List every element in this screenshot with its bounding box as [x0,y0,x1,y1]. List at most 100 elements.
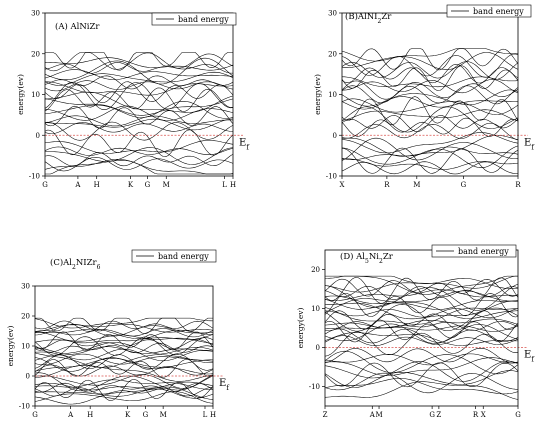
x-tick-label: G [515,411,521,419]
legend-label: band energy [158,252,209,261]
y-axis-label: energy(ev) [6,325,15,366]
y-tick-label: 10 [31,91,40,99]
y-tick-label: 10 [328,91,337,99]
y-tick-label: 20 [328,50,337,58]
band-line [34,365,214,382]
band-line [324,353,519,366]
band-line [44,98,234,116]
legend: band energy [431,244,517,258]
panel-title: (A) AlNiZr [55,21,100,32]
band-line [34,324,214,333]
panel-title: (B)AlNI2Zr [345,11,392,25]
band-line [324,325,519,332]
legend-box [431,244,517,258]
x-tick-label: K [128,181,134,189]
x-tick-label: Z [436,411,441,419]
band-line [341,89,519,107]
band-line [44,152,234,167]
band-line [34,357,214,372]
bands [341,48,519,175]
band-line [34,347,214,368]
x-tick-label: H [94,181,100,189]
panel-title: (C)Al2NIZr6 [50,257,101,271]
x-tick-label: Z [323,411,328,419]
legend: band energy [446,4,532,18]
y-axis-label: energy(ev) [313,74,322,115]
band-line [341,158,519,170]
band-line [44,121,234,141]
legend-box [131,249,217,263]
x-tick-label: G [42,181,48,189]
band-line [324,362,519,388]
band-line [342,79,519,94]
legend: band energy [131,249,217,263]
band-line [324,307,519,325]
band-line [324,278,519,297]
legend-box [446,4,532,18]
x-tick-label: G [429,411,435,419]
band-line [324,347,519,364]
band-line [342,76,519,88]
x-tick-label: A [67,411,74,419]
band-line [44,140,234,154]
band-line [341,145,519,168]
band-line [341,48,519,62]
y-axis-label: energy(ev) [16,74,25,115]
x-tick-label: G [145,181,151,189]
fermi-label: Ef [239,137,250,151]
x-tick-label: A [74,181,81,189]
x-tick-label: K [125,411,131,419]
band-line [44,57,234,85]
band-line [324,290,519,310]
band-line [44,75,234,90]
fermi-label: Ef [524,350,535,364]
y-tick-label: 0 [26,373,30,381]
band-line [324,289,519,301]
x-tick-label: L [222,181,227,189]
y-tick-label: -10 [309,383,320,391]
band-line [34,382,214,393]
band-line [45,81,234,96]
x-tick-label: X [481,411,486,419]
y-tick-label: 10 [21,343,30,351]
bands [324,275,519,400]
band-line [34,391,214,404]
x-tick-label: L [203,411,208,419]
x-tick-label: H [230,181,236,189]
band-line [34,324,214,337]
band-line [34,379,214,390]
y-tick-label: 20 [311,266,320,274]
band-line [44,57,234,71]
band-line [341,52,519,70]
x-tick-label: M [413,181,420,189]
panel-title: (D) Al5Ni2Zr [340,251,394,265]
band-line [324,277,519,304]
band-line [324,298,519,319]
y-tick-label: 0 [316,344,320,352]
band-line [44,105,234,129]
band-line [44,146,234,156]
band-line [324,321,519,331]
band-line [341,146,519,160]
x-tick-label: A [369,411,376,419]
x-tick-label: M [375,411,382,419]
band-line [324,304,519,332]
band-line [34,353,214,365]
band-line [341,61,519,80]
y-tick-label: 30 [21,283,30,291]
band-line [34,364,214,377]
band-line [44,118,234,131]
band-line [341,85,519,105]
legend: band energy [151,12,237,26]
band-line [324,350,519,375]
band-line [34,336,214,356]
x-tick-label: R [384,181,390,189]
band-line [324,357,519,376]
plot-frame [324,249,519,407]
plot-frame [341,12,519,177]
band-line [324,332,518,346]
band-line [324,331,518,357]
